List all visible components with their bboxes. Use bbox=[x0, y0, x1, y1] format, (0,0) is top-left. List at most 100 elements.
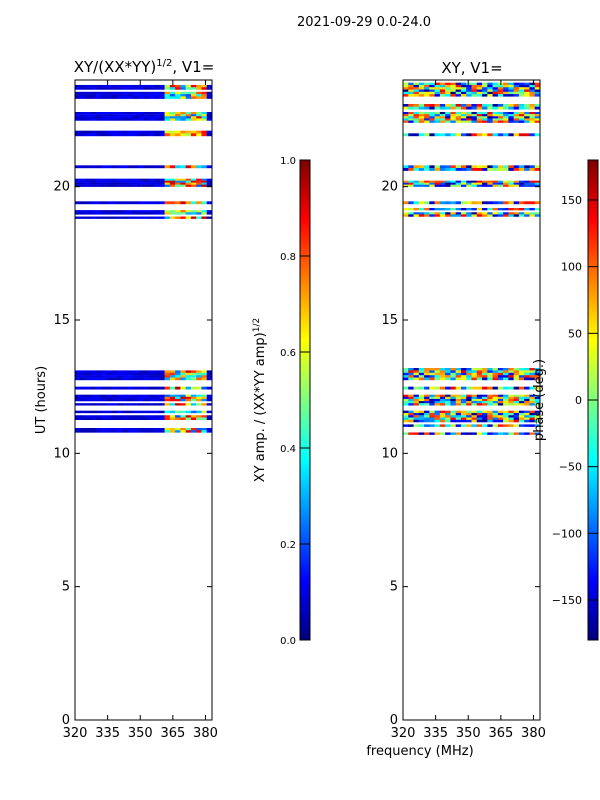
heatmap-cell bbox=[80, 133, 86, 137]
heatmap-cell bbox=[117, 201, 123, 205]
heatmap-cell bbox=[159, 212, 165, 215]
heatmap-cell bbox=[524, 415, 530, 418]
heatmap-cell bbox=[127, 116, 134, 119]
heatmap-cell bbox=[206, 84, 213, 88]
heatmap-cell bbox=[450, 116, 456, 119]
heatmap-cell bbox=[418, 91, 425, 95]
heatmap-cell bbox=[429, 403, 435, 406]
heatmap-cell bbox=[482, 401, 488, 404]
heatmap-cell bbox=[90, 112, 97, 115]
heatmap-cell bbox=[106, 372, 113, 376]
heatmap-cell bbox=[85, 201, 92, 205]
heatmap-cell bbox=[482, 412, 488, 416]
heatmap-cell bbox=[424, 386, 430, 390]
heatmap-cell bbox=[487, 116, 493, 119]
heatmap-cell bbox=[132, 372, 139, 376]
heatmap-cell bbox=[424, 106, 430, 110]
heatmap-cell bbox=[471, 165, 478, 169]
heatmap-cell bbox=[408, 410, 414, 414]
heatmap-cell bbox=[513, 91, 520, 95]
heatmap-cell bbox=[524, 168, 530, 171]
heatmap-cell bbox=[127, 112, 134, 115]
heatmap-cell bbox=[492, 106, 499, 110]
heatmap-cell bbox=[513, 372, 520, 376]
heatmap-cell bbox=[403, 417, 409, 421]
heatmap-cell bbox=[487, 415, 493, 418]
heatmap-cell bbox=[529, 168, 536, 171]
heatmap-cell bbox=[434, 118, 441, 121]
heatmap-cell bbox=[466, 106, 472, 110]
heatmap-cell bbox=[524, 89, 530, 93]
heatmap-cell bbox=[80, 415, 86, 418]
heatmap-cell bbox=[476, 165, 483, 169]
heatmap-cell bbox=[460, 114, 467, 117]
heatmap-cell bbox=[180, 87, 186, 90]
heatmap-cell bbox=[497, 118, 504, 121]
heatmap-cell bbox=[445, 208, 451, 211]
heatmap-cell bbox=[439, 398, 446, 402]
heatmap-cell bbox=[148, 396, 155, 400]
heatmap-cell bbox=[471, 368, 478, 371]
heatmap-cell bbox=[408, 201, 414, 205]
heatmap-cell bbox=[111, 91, 118, 95]
heatmap-cell bbox=[434, 104, 441, 107]
heatmap-cell bbox=[75, 430, 81, 433]
left-colorbar-label-main: XY amp. / (XX*YY amp) bbox=[253, 332, 268, 482]
heatmap-cell bbox=[85, 118, 92, 121]
heatmap-cell bbox=[154, 430, 160, 433]
heatmap-cell bbox=[413, 201, 420, 205]
heatmap-cell bbox=[127, 216, 134, 219]
heatmap-cell bbox=[201, 428, 208, 431]
heatmap-cell bbox=[413, 412, 420, 416]
heatmap-cell bbox=[164, 210, 171, 213]
heatmap-cell bbox=[497, 112, 504, 115]
heatmap-cell bbox=[424, 118, 430, 121]
heatmap-cell bbox=[127, 180, 134, 183]
heatmap-cell bbox=[450, 89, 456, 93]
heatmap-cell bbox=[534, 91, 541, 95]
heatmap-cell bbox=[518, 114, 525, 117]
heatmap-cell bbox=[164, 178, 171, 181]
heatmap-cell bbox=[466, 403, 472, 406]
heatmap-cell bbox=[482, 377, 488, 381]
heatmap-cell bbox=[101, 112, 107, 115]
heatmap-cell bbox=[101, 410, 107, 414]
heatmap-cell bbox=[424, 214, 430, 217]
heatmap-cell bbox=[75, 370, 81, 373]
heatmap-cell bbox=[127, 372, 134, 376]
heatmap-cell bbox=[497, 372, 504, 376]
heatmap-cell bbox=[471, 118, 478, 121]
heatmap-cell bbox=[90, 133, 97, 137]
heatmap-cell bbox=[159, 87, 165, 90]
heatmap-cell bbox=[175, 394, 181, 397]
heatmap-cell bbox=[434, 368, 441, 371]
heatmap-cell bbox=[466, 114, 472, 117]
heatmap-cell bbox=[75, 398, 81, 402]
heatmap-cell bbox=[413, 82, 420, 86]
heatmap-cell bbox=[132, 410, 139, 414]
heatmap-cell bbox=[524, 120, 530, 123]
heatmap-cell bbox=[418, 424, 425, 427]
heatmap-cell bbox=[132, 394, 139, 397]
heatmap-cell bbox=[190, 118, 197, 121]
heatmap-cell bbox=[403, 180, 409, 183]
heatmap-cell bbox=[127, 91, 134, 95]
heatmap-cell bbox=[487, 87, 493, 90]
heatmap-cell bbox=[524, 116, 530, 119]
heatmap-cell bbox=[154, 375, 160, 378]
heatmap-cell bbox=[403, 133, 409, 137]
heatmap-cell bbox=[180, 178, 186, 181]
heatmap-cell bbox=[403, 120, 409, 123]
heatmap-cell bbox=[413, 114, 420, 117]
heatmap-cell bbox=[492, 424, 499, 427]
heatmap-cell bbox=[455, 214, 462, 217]
x-axis-label: frequency (MHz) bbox=[366, 744, 473, 759]
heatmap-cell bbox=[190, 180, 197, 183]
heatmap-cell bbox=[138, 396, 144, 400]
heatmap-cell bbox=[175, 415, 181, 418]
heatmap-cell bbox=[471, 212, 478, 215]
heatmap-cell bbox=[524, 91, 530, 95]
heatmap-cell bbox=[503, 398, 509, 402]
heatmap-cell bbox=[185, 212, 192, 215]
heatmap-cell bbox=[111, 377, 118, 381]
